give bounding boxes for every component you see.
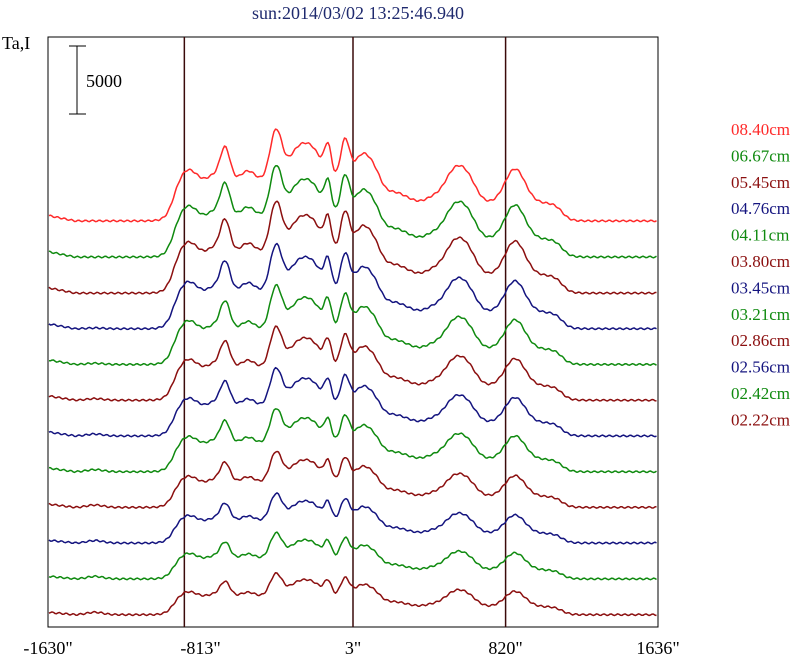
legend: 08.40cm 06.67cm 05.45cm 04.76cm 04.11cm 03.80… — [731, 120, 790, 429]
series-line-05.45cm — [48, 200, 657, 295]
series-line-06.67cm — [48, 164, 657, 259]
series-line-02.42cm — [48, 531, 657, 581]
scale-bar: 5000 — [69, 45, 122, 115]
series-line-08.40cm — [48, 128, 657, 223]
x-tick-label: -1630" — [23, 638, 72, 658]
legend-entry: 03.45cm — [731, 278, 790, 297]
legend-entry: 02.22cm — [731, 410, 790, 429]
legend-entry: 02.42cm — [731, 384, 790, 403]
legend-entry: 02.86cm — [731, 331, 790, 350]
legend-entry: 03.21cm — [731, 305, 790, 324]
x-tick-label: 1636" — [636, 638, 679, 658]
series-line-03.45cm — [48, 366, 657, 438]
series-line-02.22cm — [48, 571, 657, 617]
x-tick-label: -813" — [180, 638, 220, 658]
chart-title: sun:2014/03/02 13:25:46.940 — [252, 3, 464, 23]
vertical-markers — [183, 37, 507, 627]
x-tick-label: 3" — [345, 638, 361, 658]
legend-entry: 08.40cm — [731, 120, 790, 139]
legend-entry: 06.67cm — [731, 146, 790, 165]
series-line-03.80cm — [48, 325, 657, 402]
series-line-04.76cm — [48, 242, 657, 331]
legend-entry: 02.56cm — [731, 358, 790, 377]
x-tick-labels: -1630" -813" 3" 820" 1636" — [23, 638, 679, 658]
series-line-02.86cm — [48, 450, 657, 509]
series-line-04.11cm — [48, 283, 657, 367]
legend-entry: 04.76cm — [731, 199, 790, 218]
series-line-02.56cm — [48, 492, 657, 545]
y-axis-label: Ta,I — [2, 33, 30, 53]
series-traces — [48, 128, 657, 617]
x-tick-label: 820" — [488, 638, 522, 658]
series-line-03.21cm — [48, 408, 657, 474]
legend-entry: 04.11cm — [731, 226, 789, 245]
legend-entry: 03.80cm — [731, 252, 790, 271]
legend-entry: 05.45cm — [731, 173, 790, 192]
scale-bar-label: 5000 — [86, 71, 122, 91]
